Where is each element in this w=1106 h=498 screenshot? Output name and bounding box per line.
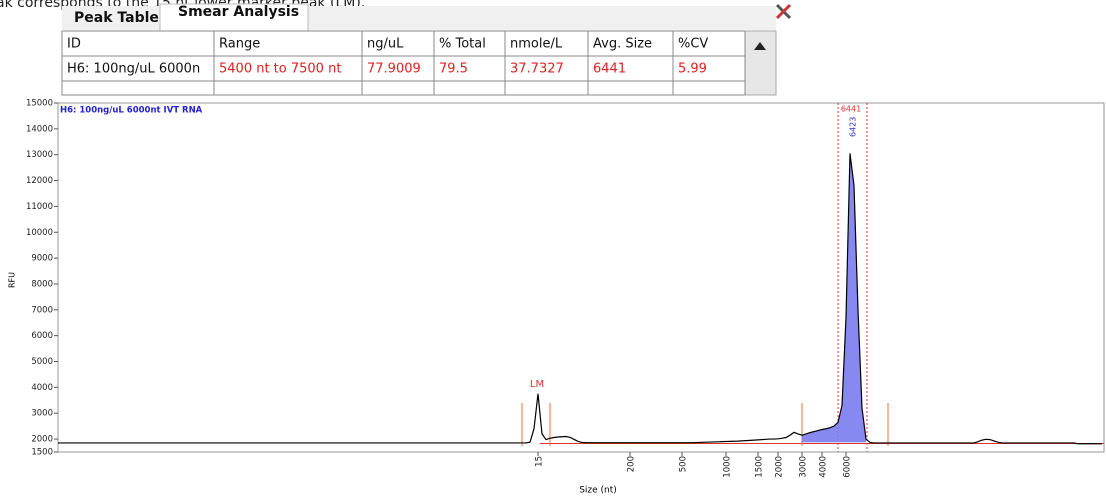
y-tick-label: 4000 [31,383,53,393]
y-tick-label: 13000 [26,150,53,160]
cell: 37.7327 [510,62,564,77]
smear-area [802,153,866,443]
y-tick-label: 15000 [26,99,53,109]
scrollbar [744,30,777,96]
marker-label: LM [530,379,544,390]
y-tick-label: 8000 [31,279,53,289]
settings-icon[interactable] [775,3,792,20]
cell: H6: 100ng/uL 6000n [67,62,200,77]
cell: 5400 nt to 7500 nt [219,62,341,77]
column-header: ID [67,37,81,52]
column-header: nmole/L [510,37,563,52]
cell: 79.5 [439,62,468,77]
y-tick-label: 10000 [26,228,53,238]
smear-label: 6441 [841,105,861,114]
x-tick-label: 500 [679,456,689,472]
x-tick-label: 2000 [775,456,785,478]
cell: 6441 [593,62,626,77]
y-tick-label: 5000 [31,357,53,367]
x-tick-label: 6000 [843,456,853,478]
x-tick-label: 4000 [819,456,829,478]
scroll-up [754,42,766,50]
y-tick-label: 1500 [31,448,53,458]
table: ID Range ng/uL % Total nmole/L Avg. Size %CV H6… [61,30,777,96]
peak-label: 6423 [849,117,858,137]
x-tick-label: 1500 [755,456,765,478]
column-header: Avg. Size [593,37,652,52]
y-tick-label: 3000 [31,409,53,419]
y-tick-label: 9000 [31,254,53,264]
y-tick-label: 2000 [31,435,53,445]
y-tick-label: 6000 [31,331,53,341]
x-tick-label: 15 [535,456,545,467]
column-header: % Total [439,37,486,52]
y-tick-label: 11000 [26,202,53,212]
cell: 77.9009 [367,62,421,77]
table-bg [61,30,777,96]
y-tick-label: 12000 [26,176,53,186]
tab[interactable]: Smear Analysis [178,4,299,20]
x-tick-label: 1000 [723,456,733,478]
tab-active [159,3,309,33]
tab[interactable]: Peak Table [74,10,159,26]
column-header: ng/uL [367,37,404,52]
panel-title: H6: 100ng/uL 6000nt IVT RNA [60,106,203,116]
y-tick-label: 7000 [31,305,53,315]
y-tick-label: 14000 [26,124,53,134]
plot-frame [57,102,1105,453]
x-tick-label: 3000 [799,456,809,478]
column-header: Range [219,37,260,52]
x-tick-label: 200 [627,456,637,472]
trace [58,153,1102,445]
column-header: %CV [678,37,708,52]
cell: 5.99 [678,62,707,77]
y-axis-label: RFU [8,272,17,288]
x-axis-label: Size (nt) [579,486,617,496]
